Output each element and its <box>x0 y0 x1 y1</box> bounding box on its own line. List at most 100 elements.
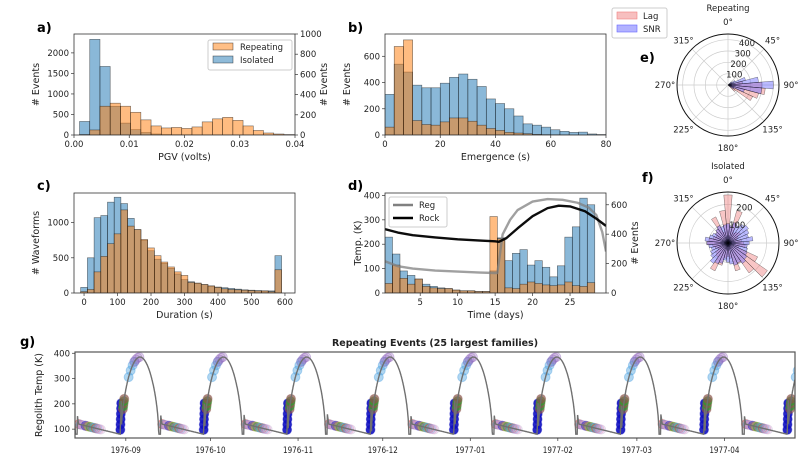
legend-label: Repeating <box>240 43 283 53</box>
y-tick-label: 0 <box>375 131 380 141</box>
bar-repeating <box>429 287 438 293</box>
bar-isolated <box>522 123 533 135</box>
bar-repeating <box>422 286 431 293</box>
y-tick-label-right: 1000 <box>300 30 322 40</box>
x-tick-label: 200 <box>143 298 159 308</box>
angle-label: 180° <box>718 144 738 154</box>
bar-isolated <box>513 115 524 135</box>
event-marker <box>799 355 805 364</box>
bar-repeating <box>99 105 111 135</box>
bar-repeating <box>385 283 393 293</box>
y-tick-label: 200 <box>364 240 380 250</box>
rose-bar-lag <box>727 242 768 278</box>
bar-isolated <box>504 108 515 135</box>
y-tick-label: 100 <box>54 425 70 435</box>
y-tick-label: 200 <box>54 400 70 410</box>
panel-label: g) <box>20 335 35 350</box>
panel-label: e) <box>640 51 655 66</box>
bar-repeating <box>437 288 446 293</box>
bar-repeating <box>93 271 102 293</box>
bar-repeating <box>252 130 264 135</box>
angular-grid <box>691 48 729 86</box>
bar-repeating <box>504 287 513 293</box>
bar-repeating <box>89 129 101 135</box>
bar-repeating <box>130 111 142 135</box>
y-tick-label-right: 200 <box>300 111 316 121</box>
bar-isolated <box>532 124 542 135</box>
bar-repeating <box>107 243 115 293</box>
bar-repeating <box>234 289 242 293</box>
temperature-line <box>75 356 795 436</box>
bar-repeating <box>439 121 450 135</box>
bar-repeating <box>403 39 413 135</box>
angle-label: 135° <box>762 284 782 294</box>
bar-repeating <box>150 125 162 135</box>
bar-repeating <box>221 288 229 293</box>
y-tick-label: 100 <box>364 265 380 275</box>
y-tick-label: 200 <box>364 105 380 115</box>
angle-label: 270° <box>655 239 675 249</box>
radial-tick-label: 400 <box>739 39 755 49</box>
bar-repeating <box>564 281 573 293</box>
bar-repeating <box>171 127 183 135</box>
bar-repeating <box>147 247 155 293</box>
bar-repeating <box>467 120 478 135</box>
bar-isolated <box>87 257 95 293</box>
legend-label: Isolated <box>240 56 274 66</box>
bar-repeating <box>154 255 162 293</box>
panel-g: 1976-09 1976-10 1976-11 1976-12 1977-01 1977-… <box>20 335 805 455</box>
bar-isolated <box>550 129 561 135</box>
event-marker <box>800 353 805 362</box>
panel-b: 0 20 40 60 80 0 200 400 600 Emergence (s) # Events… <box>342 21 611 163</box>
rose-bar-snr <box>709 242 729 264</box>
rose-bar-snr <box>727 240 750 246</box>
rose-bar-snr <box>727 242 734 265</box>
angle-label: 90° <box>783 239 798 249</box>
x-tick-label: 0 <box>382 140 387 150</box>
bar-repeating <box>100 256 108 293</box>
bar-isolated <box>559 131 570 135</box>
bar-repeating <box>127 225 135 293</box>
y-tick-label: 300 <box>364 216 380 226</box>
rose-bar-lag <box>727 84 753 101</box>
bar-repeating <box>180 275 189 293</box>
bar-repeating <box>412 120 423 135</box>
x-tick-label: 40 <box>490 140 501 150</box>
bar-repeating <box>227 289 236 293</box>
bar-repeating <box>399 277 408 293</box>
x-tick-label: 20 <box>435 140 446 150</box>
angle-label: 0° <box>723 18 733 28</box>
rose-bar-snr <box>727 224 749 244</box>
y-tick-label: 300 <box>54 375 70 385</box>
bar-repeating <box>109 102 121 135</box>
rose-bar-snr <box>727 84 735 90</box>
legend-swatch <box>212 55 234 64</box>
legend-swatch <box>212 42 234 51</box>
x-tick-label: 0.04 <box>286 140 305 150</box>
rose-bar-lag <box>723 194 733 244</box>
angle-label: 180° <box>718 302 738 312</box>
y-axis-label: Temp. (K) <box>353 221 364 267</box>
x-tick-label: 600 <box>277 298 293 308</box>
y-tick-label-right: 600 <box>611 201 627 211</box>
x-tick-label: 400 <box>210 298 226 308</box>
x-tick-label: 1977-04 <box>709 445 739 455</box>
x-tick-label: 0 <box>81 298 86 308</box>
x-tick-label: 1977-03 <box>622 445 652 455</box>
panel-label: a) <box>37 21 52 36</box>
rose-bar-snr <box>726 242 730 263</box>
radial-tick-label: 300 <box>735 49 751 59</box>
angle-label: 135° <box>762 126 782 136</box>
radial-tick-label: 100 <box>729 221 745 231</box>
bar-repeating <box>512 288 521 293</box>
bar-repeating <box>212 118 223 135</box>
plot-area <box>385 39 606 135</box>
bar-repeating <box>414 278 423 293</box>
x-tick-label: 5 <box>417 298 422 308</box>
bar-repeating <box>579 286 588 293</box>
x-tick-label: 0.01 <box>120 140 139 150</box>
x-tick-label: 300 <box>176 298 192 308</box>
angle-label: 45° <box>765 36 780 46</box>
bar-isolated <box>578 131 588 135</box>
legend-label: SNR <box>643 25 661 35</box>
